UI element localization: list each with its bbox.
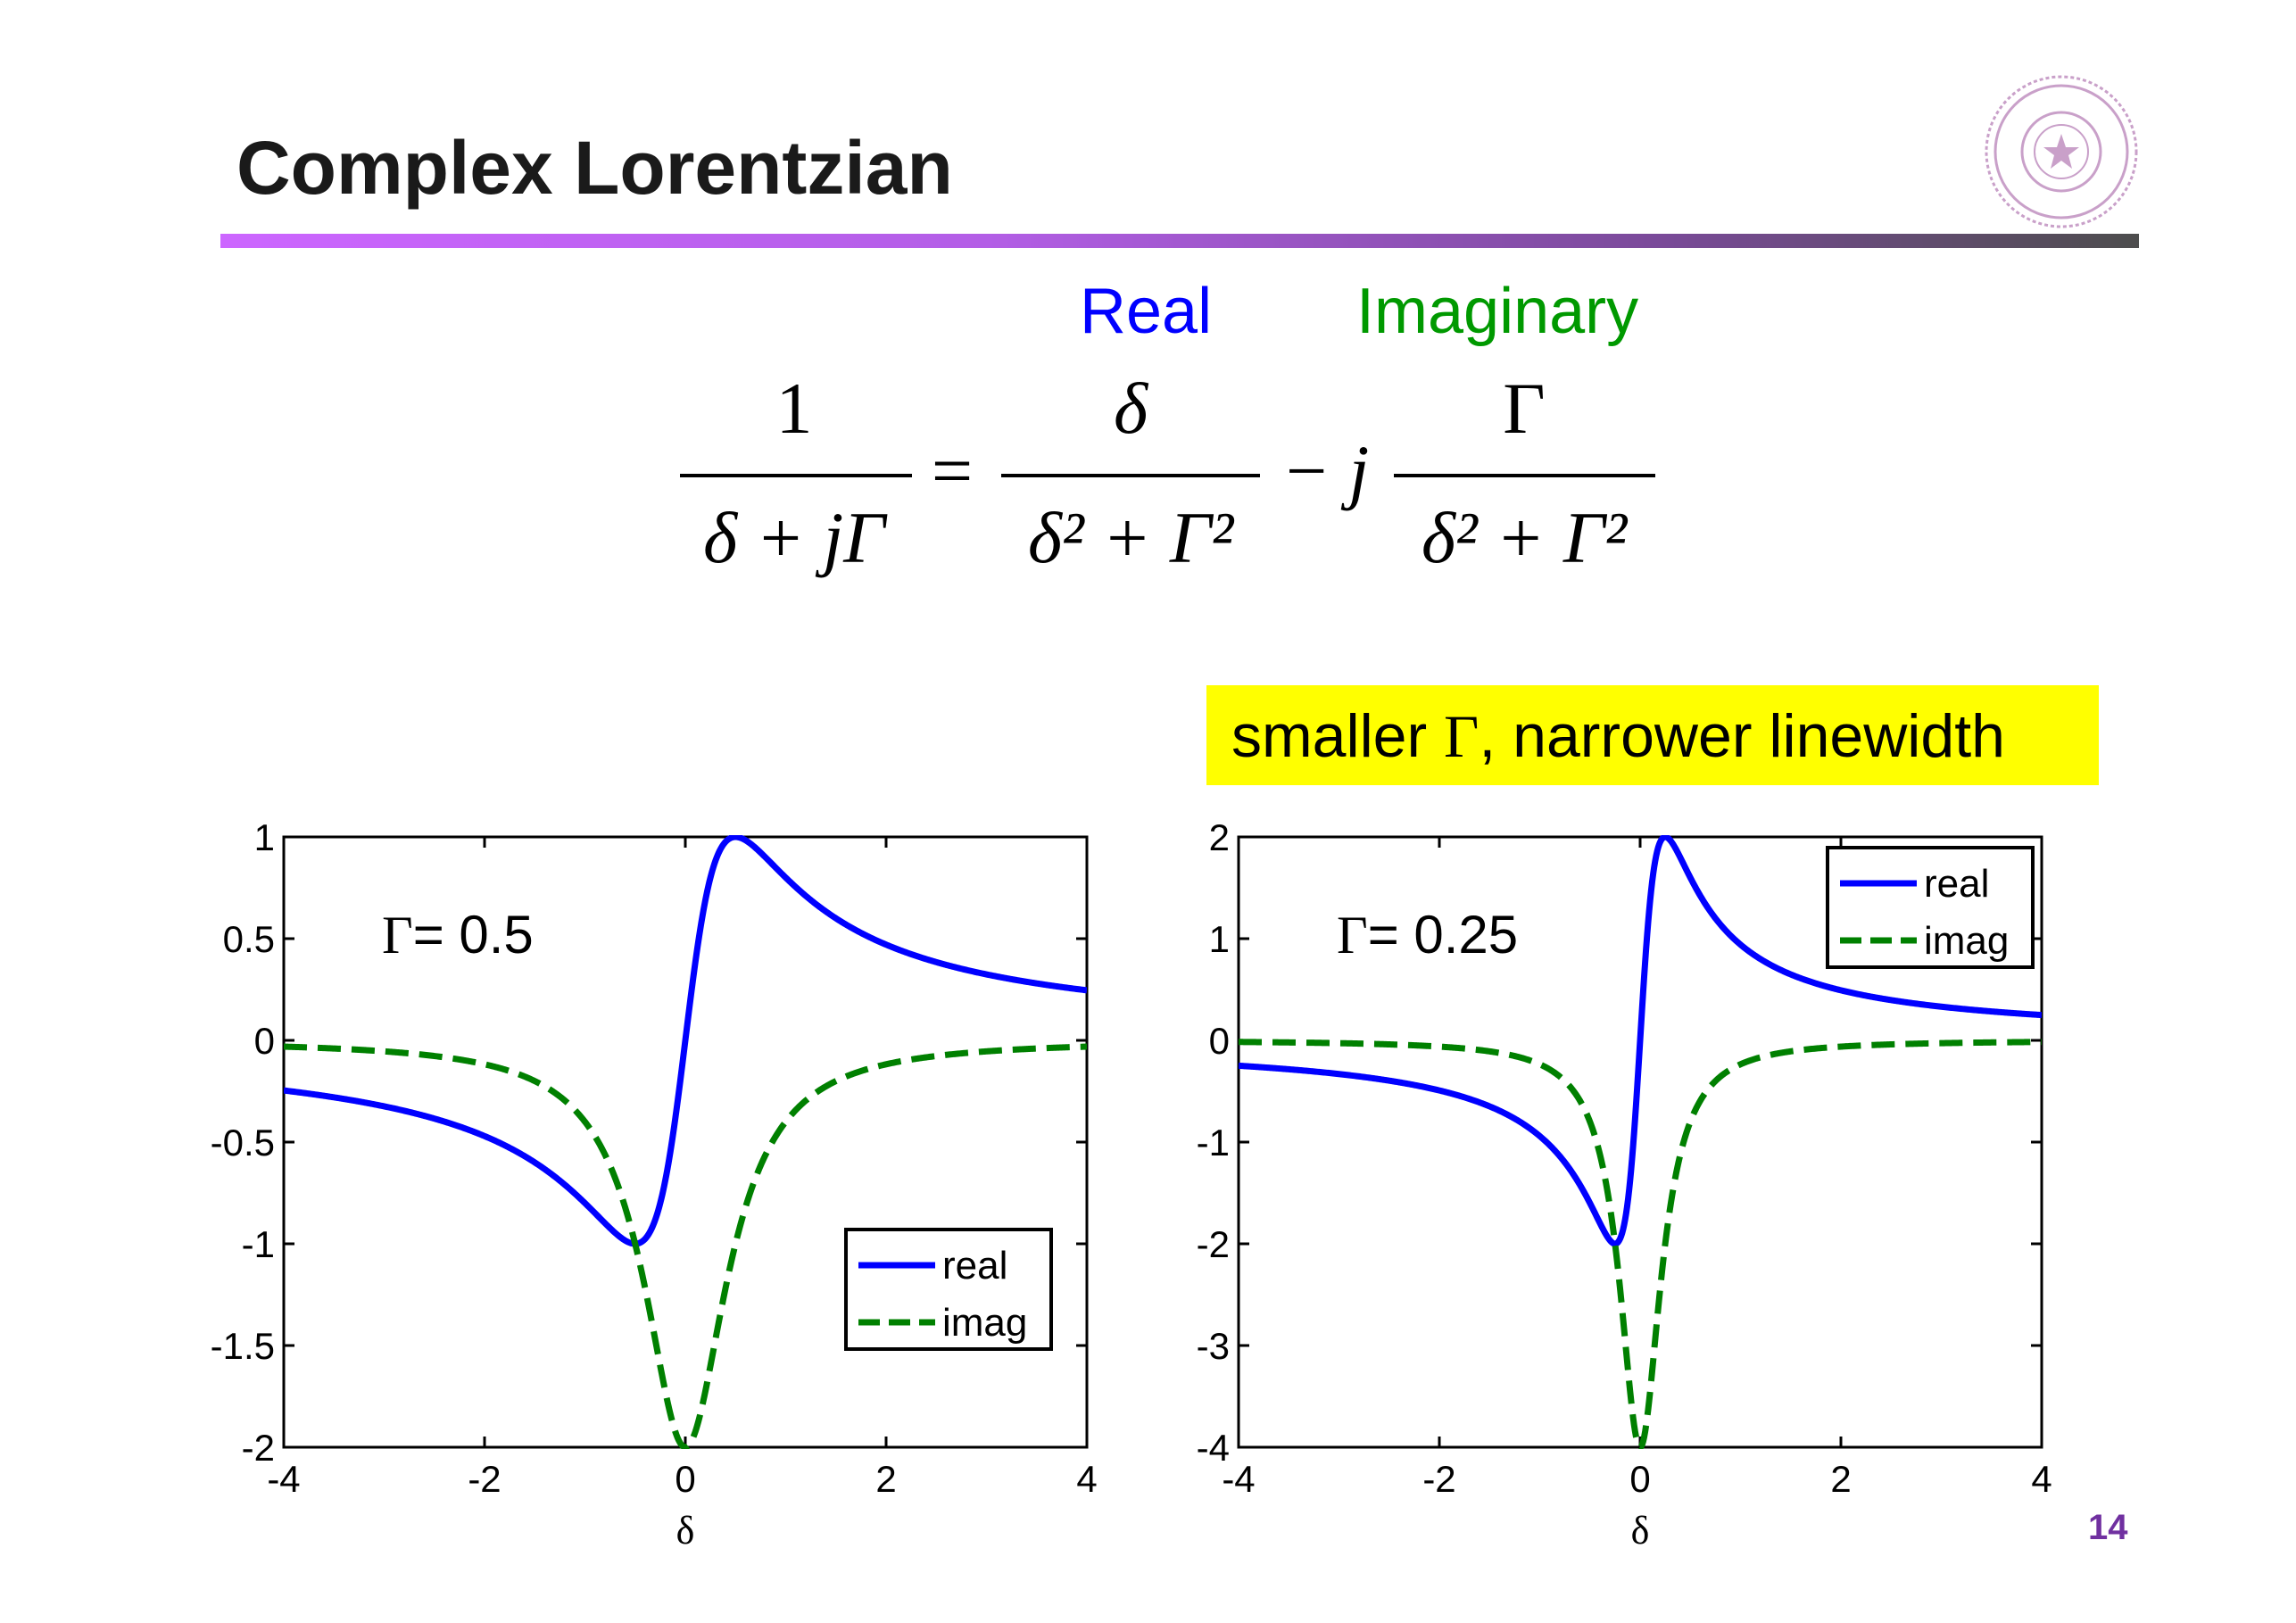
- series-real-line: [284, 835, 1087, 1247]
- series-imag-line: [284, 1043, 1087, 1449]
- legend-label-imag: imag: [942, 1301, 1027, 1345]
- x-axis-label: δ: [676, 1509, 695, 1553]
- imaginary-part-label: Imaginary: [1356, 276, 1639, 347]
- y-tick-label: 0: [254, 1020, 275, 1062]
- gamma-value: = 0.25: [1368, 905, 1519, 965]
- y-tick-label: 1: [1209, 918, 1230, 960]
- x-tick-label: -2: [1422, 1458, 1455, 1500]
- legend: real imag: [1826, 846, 2035, 969]
- y-tick-label: 2: [1209, 816, 1230, 858]
- x-tick-label: -4: [1222, 1458, 1255, 1500]
- y-tick-label: -1.5: [211, 1325, 275, 1367]
- lhs-numerator: 1: [776, 368, 813, 449]
- real-numerator: δ: [1114, 368, 1149, 449]
- y-tick-label: 0.5: [223, 918, 275, 960]
- title-divider: [220, 234, 2139, 248]
- page-number: 14: [2088, 1508, 2128, 1547]
- y-tick-label: -2: [242, 1427, 275, 1469]
- chart-gamma-0-25: -4 -2 0 2 4 -4 -3 -2 -1 0 1 2 δ Γ= 0.25 real imag: [1197, 816, 2052, 1553]
- callout-gamma: Γ: [1444, 702, 1480, 770]
- gamma-value: = 0.5: [413, 905, 534, 965]
- gamma-symbol: Γ: [1337, 906, 1368, 965]
- x-tick-label: 4: [1076, 1458, 1097, 1500]
- university-seal-icon: [1985, 75, 2138, 228]
- y-tick-label: -3: [1197, 1325, 1230, 1367]
- y-tick-label: -0.5: [211, 1122, 275, 1163]
- legend-box: [844, 1228, 1053, 1351]
- series-real-line: [1239, 835, 2042, 1247]
- equals-sign: =: [932, 430, 973, 511]
- x-tick-label: 0: [1629, 1458, 1650, 1500]
- x-axis-label: δ: [1631, 1509, 1650, 1553]
- real-denominator: δ² + Γ²: [1028, 497, 1235, 578]
- linewidth-callout: smaller Γ, narrower linewidth: [1206, 685, 2099, 785]
- real-part-label: Real: [1080, 276, 1213, 347]
- callout-text: smaller Γ, narrower linewidth: [1231, 702, 2005, 770]
- y-tick-label: -1: [1197, 1122, 1230, 1163]
- x-tick-label: 4: [2031, 1458, 2051, 1500]
- legend-box: [1826, 846, 2035, 969]
- legend-label-real: real: [942, 1244, 1007, 1288]
- x-tick-label: -4: [267, 1458, 300, 1500]
- slide-title: Complex Lorentzian: [236, 126, 953, 210]
- minus-j: − j: [1281, 430, 1370, 511]
- y-tick-label: 1: [254, 816, 275, 858]
- legend-label-real: real: [1924, 862, 1989, 906]
- x-tick-label: 2: [875, 1458, 896, 1500]
- series-imag-line: [1239, 1039, 2042, 1449]
- y-tick-label: -4: [1197, 1427, 1230, 1469]
- x-tick-label: -2: [468, 1458, 501, 1500]
- legend: real imag: [844, 1228, 1053, 1351]
- y-tick-label: -2: [1197, 1223, 1230, 1265]
- y-tick-label: 0: [1209, 1020, 1230, 1062]
- lorentzian-equation: 1 δ + jΓ = δ δ² + Γ² − j Γ δ² + Γ²: [680, 368, 1655, 578]
- gamma-annotation: Γ= 0.5: [382, 905, 534, 965]
- lhs-denominator: δ + jΓ: [703, 497, 888, 578]
- x-tick-label: 2: [1830, 1458, 1851, 1500]
- y-tick-label: -1: [242, 1223, 275, 1265]
- imag-denominator: δ² + Γ²: [1422, 497, 1629, 578]
- legend-label-imag: imag: [1924, 919, 2009, 963]
- imag-numerator: Γ: [1503, 368, 1545, 449]
- x-tick-label: 0: [675, 1458, 695, 1500]
- gamma-annotation: Γ= 0.25: [1337, 905, 1518, 965]
- gamma-symbol: Γ: [382, 906, 413, 965]
